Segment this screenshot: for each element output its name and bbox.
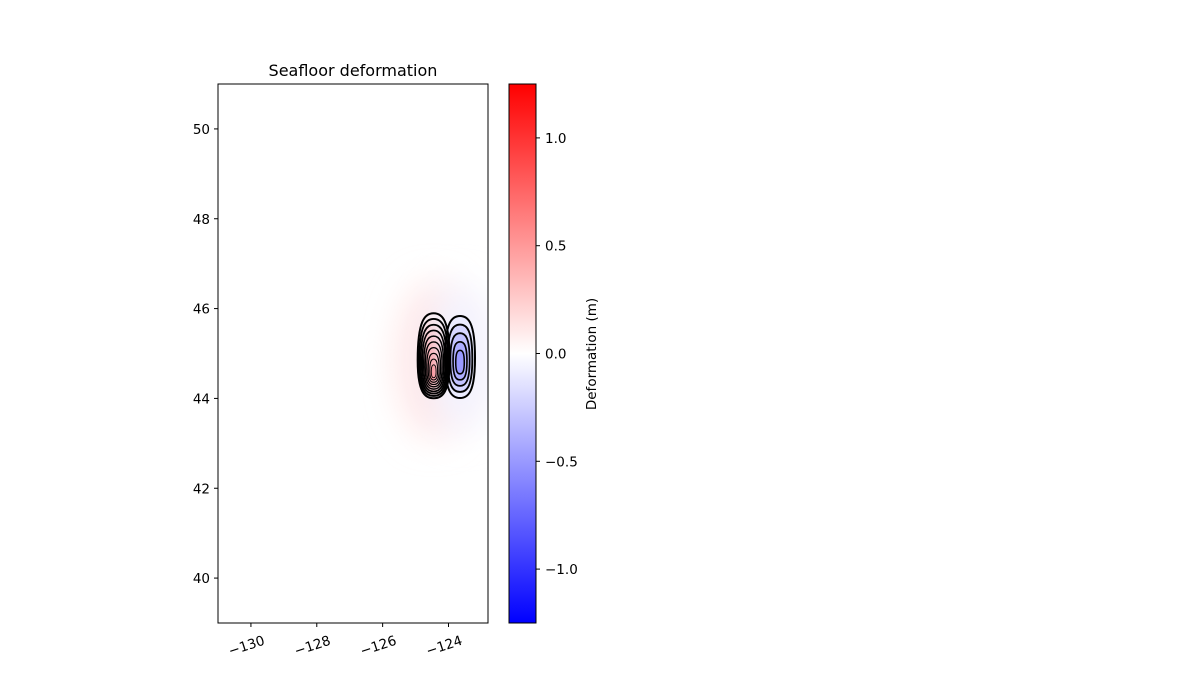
subsidence-contour [452,340,468,381]
x-tick-label: −128 [292,633,332,660]
uplift-contour [424,341,443,388]
colorbar-tick-label: 0.5 [545,239,566,255]
colorbar-tick-label: −1.0 [545,562,578,578]
colorbar: −1.0 −0.5 0.0 0.5 1.0 Deformation (m) [508,83,600,624]
subsidence-contour [454,349,466,375]
subsidence-contour [449,332,471,387]
contour-lines [416,312,477,400]
subsidence-contour [446,323,474,393]
y-axis: 40 42 44 46 48 50 [193,122,218,587]
colorbar-label: Deformation (m) [584,298,600,410]
y-tick-label: 40 [193,571,210,587]
colorbar-tick-label: −0.5 [545,454,578,470]
plot-frame [217,83,489,624]
y-tick-label: 50 [193,122,210,138]
y-tick-label: 42 [193,481,210,497]
uplift-contour [427,352,440,383]
uplift-contour [430,364,437,379]
x-axis: −130 −128 −126 −124 [227,623,464,660]
y-tick-label: 44 [193,391,210,407]
x-tick-label: −124 [424,633,464,660]
y-tick-label: 48 [193,212,210,228]
colorbar-ticks: −1.0 −0.5 0.0 0.5 1.0 [536,131,578,578]
colorbar-tick-label: 0.0 [545,347,566,363]
colorbar-gradient [508,83,537,624]
subsidence-peak [457,356,464,371]
plot-area [217,83,489,624]
x-tick-label: −126 [358,633,398,660]
uplift-contour [426,347,442,386]
colorbar-tick-label: 1.0 [545,131,566,147]
uplift-contour [422,335,445,390]
x-tick-label: −130 [227,633,267,660]
chart-title: Seafloor deformation [269,61,438,80]
uplift-contour [429,358,439,381]
subsidence-contour [444,314,477,399]
y-tick-label: 46 [193,302,210,318]
uplift-contour [419,323,448,395]
